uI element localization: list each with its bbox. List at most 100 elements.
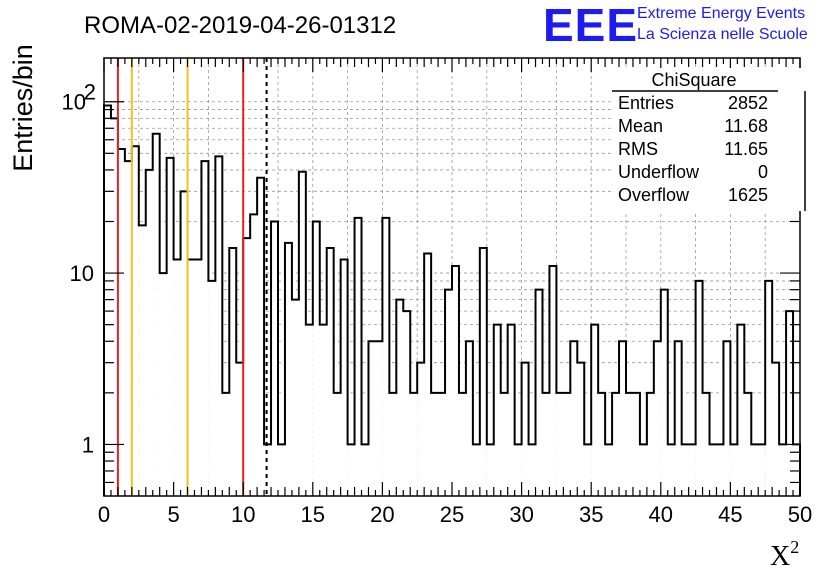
histogram-bar xyxy=(333,392,341,496)
y-tick-label-exponent: 2 xyxy=(84,80,96,105)
histogram-bar xyxy=(229,248,237,496)
histogram-bar xyxy=(180,191,188,496)
x-tick-label: 10 xyxy=(231,502,255,527)
logo-line-2: La Scienza nelle Scuole xyxy=(637,26,808,43)
histogram-bar xyxy=(626,392,633,496)
histogram-bar xyxy=(793,444,800,496)
histogram-bar xyxy=(556,392,564,496)
histogram-bar xyxy=(660,289,668,496)
stats-box: ChiSquare Entries 2852 Mean 11.68 RMS 11.65 Un… xyxy=(612,68,806,211)
histogram-bar xyxy=(222,392,230,496)
stats-label: Mean xyxy=(618,116,663,136)
stats-label: Overflow xyxy=(618,185,690,205)
stats-rows: Entries 2852 Mean 11.68 RMS 11.65 Underflow 0 Ov… xyxy=(618,93,768,205)
stats-value: 1625 xyxy=(728,185,768,205)
x-tick-label: 5 xyxy=(167,502,179,527)
histogram-bar xyxy=(584,444,592,496)
histogram-bar xyxy=(737,324,745,496)
histogram-bar xyxy=(751,444,759,496)
histogram-bar xyxy=(403,311,411,496)
histogram-bar xyxy=(472,444,480,496)
histogram-bar xyxy=(110,118,118,496)
x-axis-label: X2 xyxy=(770,537,799,572)
histogram-bars xyxy=(103,104,801,497)
histogram-bar xyxy=(396,299,404,496)
histogram-bar xyxy=(271,221,278,496)
histogram-bar xyxy=(236,362,244,496)
histogram-bar xyxy=(646,392,654,496)
histogram-bar xyxy=(173,259,181,496)
histogram-bar xyxy=(674,341,682,496)
histogram-bar xyxy=(138,225,146,497)
histogram-bar xyxy=(744,392,752,496)
histogram-bar xyxy=(382,217,390,496)
histogram-bar xyxy=(278,444,285,496)
histogram-bar xyxy=(709,444,717,496)
y-tick-label: 1 xyxy=(82,432,94,457)
y-tick-label: 10 xyxy=(70,261,94,286)
histogram-bar xyxy=(723,341,731,496)
histogram-bar xyxy=(305,324,313,496)
histogram-bar xyxy=(605,444,613,496)
histogram-outline xyxy=(103,104,801,496)
histogram-bar xyxy=(549,265,557,496)
stats-value: 0 xyxy=(758,162,768,182)
histogram-bar xyxy=(208,280,216,496)
histogram-bar xyxy=(375,341,383,496)
histogram-bar xyxy=(166,157,174,496)
histogram-bar xyxy=(438,392,446,496)
histogram-bar xyxy=(681,444,689,496)
eee-logo: EEE Extreme Energy Events La Scienza nel… xyxy=(543,0,808,51)
x-tick-label: 30 xyxy=(509,502,533,527)
histogram-bar xyxy=(340,259,348,496)
histogram-bar xyxy=(653,341,661,496)
histogram-bar xyxy=(514,444,522,496)
histogram-bar xyxy=(563,392,571,496)
histogram-bar xyxy=(194,259,202,496)
histogram-bar xyxy=(417,362,425,496)
histogram-bar xyxy=(458,392,466,496)
histogram-bar xyxy=(570,341,578,496)
y-axis-label: Entries/bin xyxy=(8,44,38,172)
histogram-bar xyxy=(145,169,153,496)
stats-label: Underflow xyxy=(618,162,700,182)
x-tick-label: 20 xyxy=(370,502,394,527)
histogram-bar xyxy=(187,259,195,496)
histogram-bar xyxy=(361,444,369,496)
x-tick-labels: 0 5 10 15 20 25 30 35 40 45 50 xyxy=(98,502,812,527)
histogram-bar xyxy=(347,444,355,496)
chart-title: ROMA-02-2019-04-26-01312 xyxy=(84,12,396,39)
histogram-bar xyxy=(243,238,251,496)
histogram-bar xyxy=(152,133,160,496)
histogram-bar xyxy=(772,362,780,496)
histogram-bar xyxy=(758,444,766,496)
reference-lines xyxy=(116,58,268,496)
histogram-bar xyxy=(284,242,292,496)
stats-box-background xyxy=(612,68,805,211)
histogram-bar xyxy=(632,392,640,496)
histogram-bar xyxy=(493,324,501,496)
histogram-bar xyxy=(765,280,773,496)
histogram-bar xyxy=(298,171,306,496)
histogram-bar xyxy=(619,341,626,496)
histogram-bar xyxy=(124,161,132,496)
histogram-bar xyxy=(598,392,606,496)
histogram-bar xyxy=(535,289,543,496)
histogram-bar xyxy=(431,392,439,496)
x-tick-label: 45 xyxy=(718,502,742,527)
histogram-bar xyxy=(521,362,529,496)
stats-value: 2852 xyxy=(728,93,768,113)
stats-value: 11.68 xyxy=(724,116,768,136)
histogram-bar xyxy=(702,392,710,496)
histogram-bar xyxy=(326,248,334,496)
histogram-bar xyxy=(445,289,452,496)
x-tick-label: 15 xyxy=(301,502,325,527)
histogram-bar xyxy=(250,214,258,496)
histogram-bar xyxy=(215,156,223,496)
stats-box-title: ChiSquare xyxy=(651,70,736,90)
histogram-bar xyxy=(257,177,265,496)
x-axis-label-superscript: 2 xyxy=(790,537,799,557)
histogram-bar xyxy=(201,161,209,496)
histogram-bar xyxy=(117,148,125,496)
